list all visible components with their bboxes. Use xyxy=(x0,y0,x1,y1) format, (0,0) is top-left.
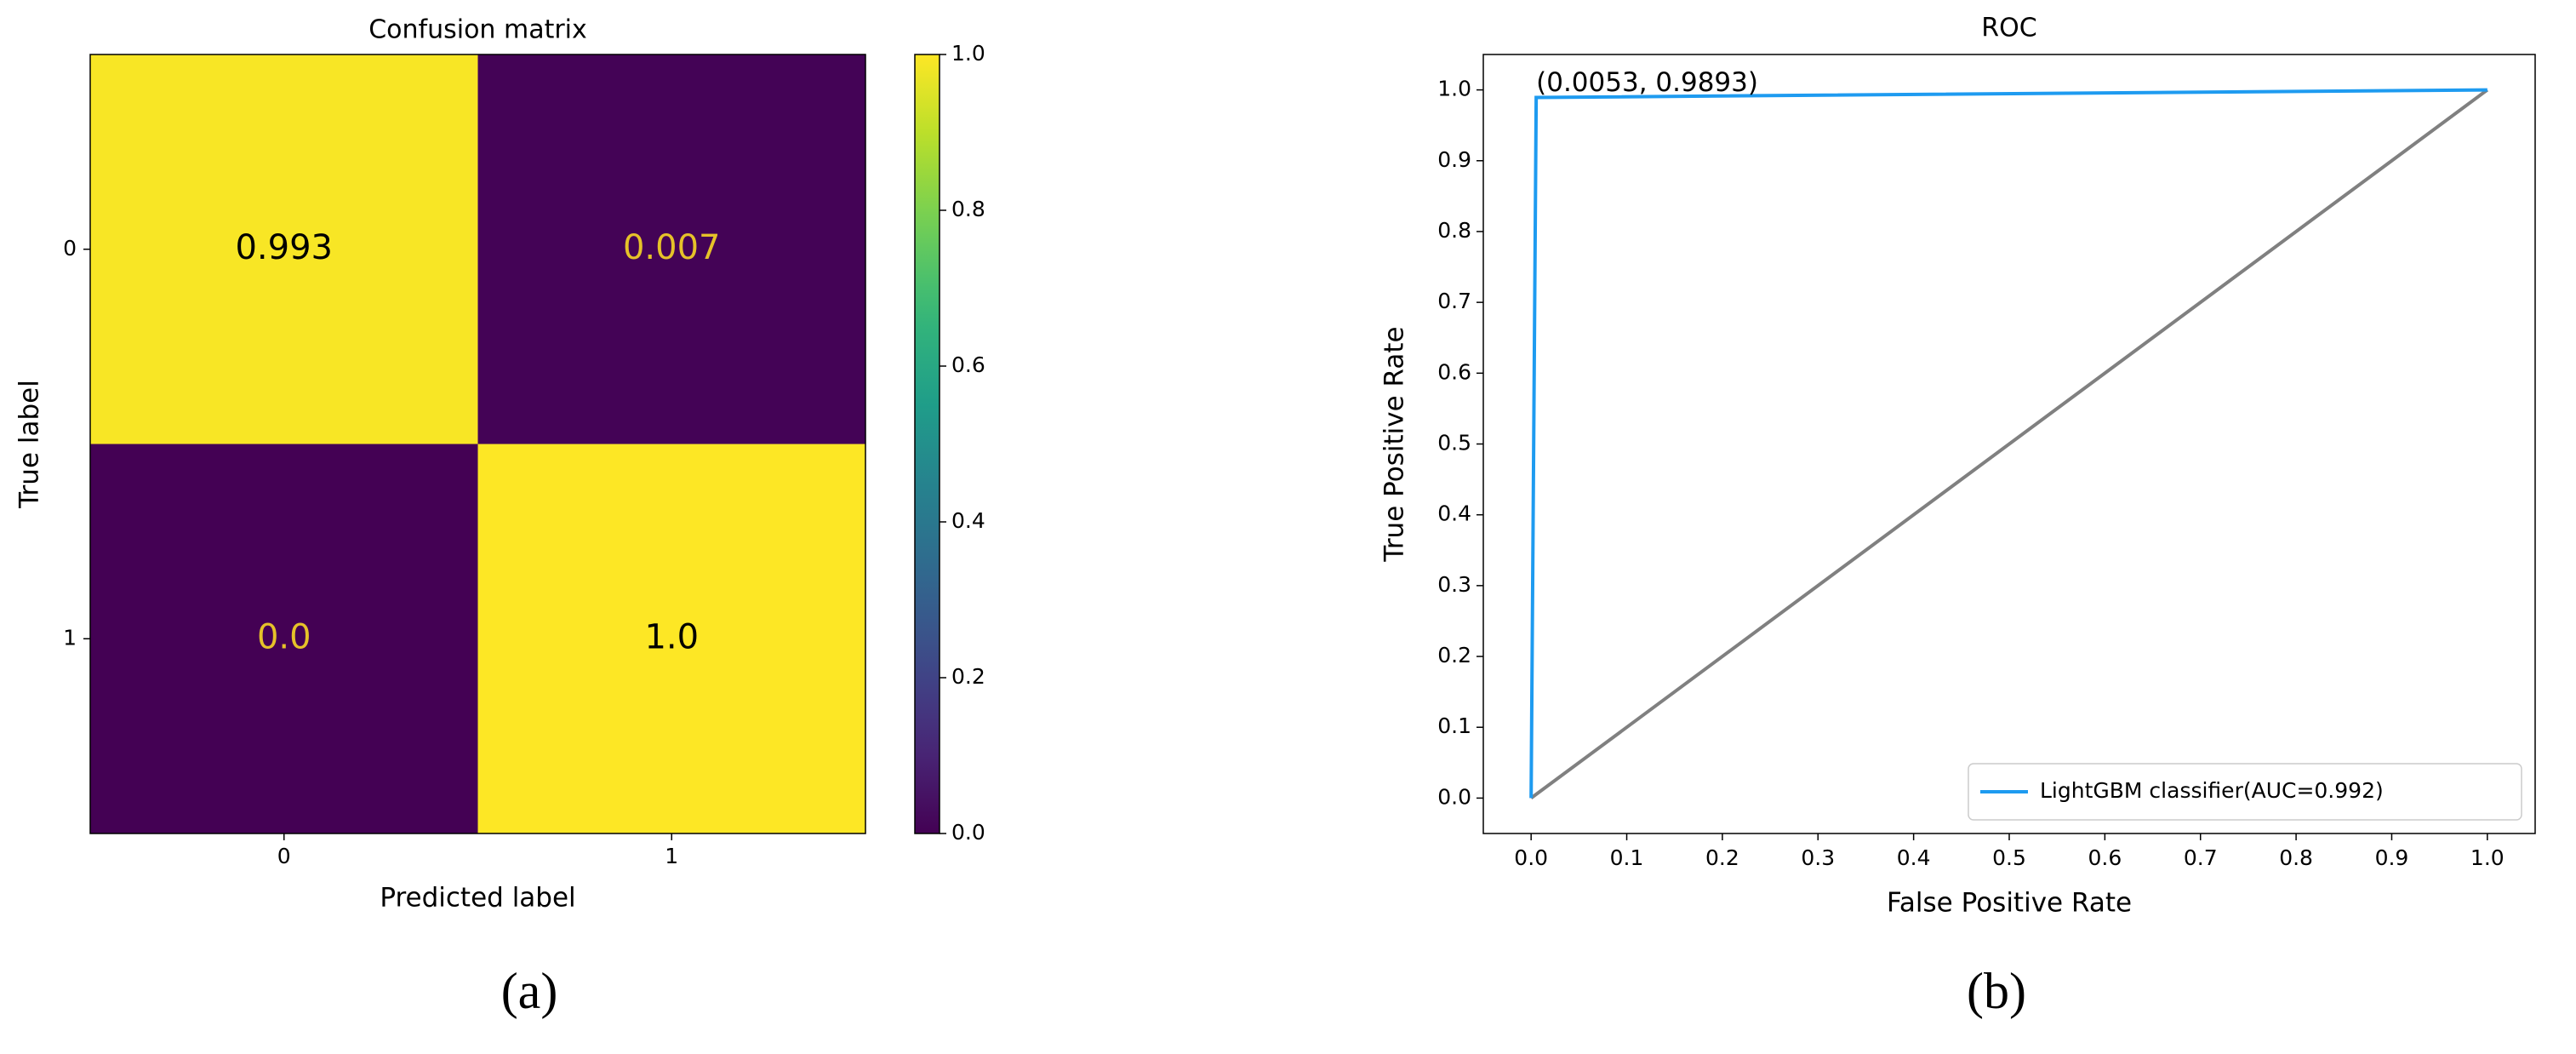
y-axis-label: True label xyxy=(14,380,45,509)
line-series xyxy=(1529,88,2489,800)
axes-frame xyxy=(1482,54,2536,834)
line-series xyxy=(1529,88,2487,799)
y-tick-label: 1 xyxy=(63,625,77,650)
y-tick-label: 0.9 xyxy=(1437,147,1471,172)
x-tick-label: 1.0 xyxy=(2470,845,2505,870)
y-tick-label: 0.3 xyxy=(1437,572,1471,597)
cell-value-label: 0.0 xyxy=(257,617,311,656)
colorbar-tick-label: 0.2 xyxy=(951,664,985,689)
heatmap-cell xyxy=(477,444,866,834)
x-tick-label: 0 xyxy=(277,844,291,868)
x-tick-label: 0.4 xyxy=(1897,845,1931,870)
axes-frame xyxy=(89,54,866,834)
colorbar-tick-label: 0.4 xyxy=(951,508,985,533)
y-tick-label: 0.8 xyxy=(1437,218,1471,243)
x-tick-label: 0.0 xyxy=(1514,845,1548,870)
y-axis-label: True Positive Rate xyxy=(1379,326,1410,562)
y-tick-label: 0.6 xyxy=(1437,359,1471,384)
y-tick-label: 0 xyxy=(63,236,77,261)
x-tick-label: 0.1 xyxy=(1610,845,1644,870)
x-tick-label: 0.6 xyxy=(2088,845,2122,870)
y-tick-label: 0.0 xyxy=(1437,784,1471,809)
x-tick-label: 1 xyxy=(665,844,678,868)
chart-title: Confusion matrix xyxy=(368,15,587,45)
x-axis-label: False Positive Rate xyxy=(1887,888,2132,919)
y-tick-label: 1.0 xyxy=(1437,77,1471,101)
cell-value-label: 0.007 xyxy=(623,228,721,267)
cell-value-label: 1.0 xyxy=(644,617,699,656)
y-tick-label: 0.7 xyxy=(1437,289,1471,313)
legend-box xyxy=(1968,763,2522,821)
colorbar-tick-label: 0.8 xyxy=(951,197,985,221)
annotation: (0.0053, 0.9893) xyxy=(1536,67,1758,98)
chart-title: ROC xyxy=(1981,14,2036,43)
panel-label: (b) xyxy=(1967,963,2026,1019)
y-tick-label: 0.1 xyxy=(1437,713,1471,738)
cell-value-label: 0.993 xyxy=(235,228,333,267)
x-tick-label: 0.8 xyxy=(2279,845,2313,870)
x-tick-label: 0.2 xyxy=(1705,845,1739,870)
colorbar-tick-label: 0.0 xyxy=(951,820,985,845)
x-tick-label: 0.7 xyxy=(2184,845,2218,870)
y-tick-label: 0.2 xyxy=(1437,643,1471,667)
heatmap-cell xyxy=(90,444,478,834)
x-tick-label: 0.9 xyxy=(2375,845,2409,870)
panel-label: (a) xyxy=(501,963,558,1019)
heatmap-cell xyxy=(477,54,866,444)
colorbar-tick-label: 1.0 xyxy=(951,41,985,66)
colorbar xyxy=(914,54,940,834)
y-tick-label: 0.5 xyxy=(1437,431,1471,455)
heatmap-cell xyxy=(90,54,478,444)
x-tick-label: 0.3 xyxy=(1801,845,1835,870)
x-tick-label: 0.5 xyxy=(1992,845,2026,870)
y-tick-label: 0.4 xyxy=(1437,501,1471,526)
legend-label: LightGBM classifier(AUC=0.992) xyxy=(2040,778,2384,803)
colorbar-tick-label: 0.6 xyxy=(951,352,985,377)
x-axis-label: Predicted label xyxy=(380,883,575,914)
